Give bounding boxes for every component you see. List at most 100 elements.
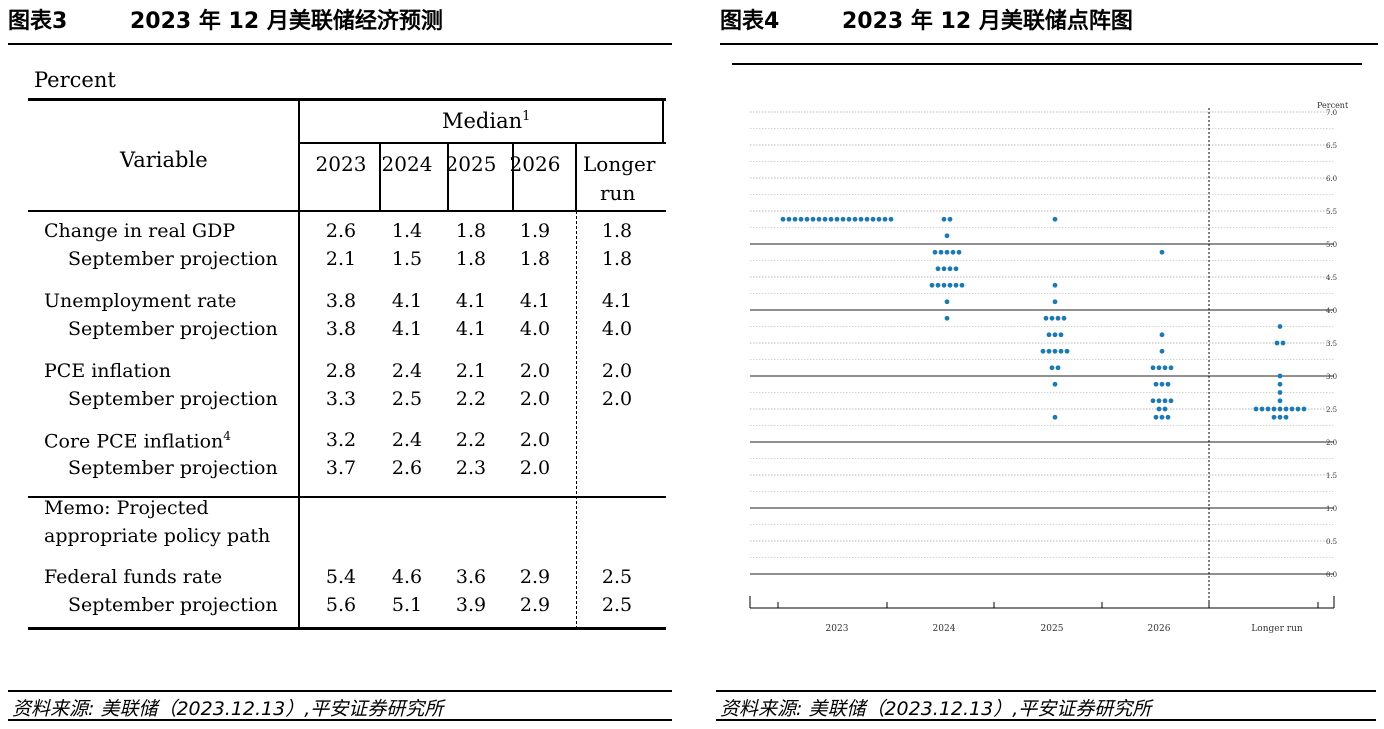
- value-cell: 3.8: [325, 290, 357, 312]
- row-label: Unemployment rate: [44, 290, 236, 312]
- value-cell: 3.7: [325, 457, 357, 479]
- participant-dot: [810, 216, 816, 222]
- value-cell: 1.8: [601, 248, 633, 270]
- participant-dot: [1289, 406, 1295, 412]
- participant-dot: [1271, 406, 1277, 412]
- value-cell: 5.1: [391, 594, 423, 616]
- value-cell: 1.9: [519, 220, 551, 242]
- participant-dot: [950, 249, 956, 255]
- participant-dot: [1265, 406, 1271, 412]
- participant-dot: [935, 282, 941, 288]
- figure-title-text: 2023 年 12 月美联储点阵图: [842, 9, 1133, 34]
- participant-dot: [953, 282, 959, 288]
- row-label: September projection: [68, 318, 278, 340]
- value-cell: 2.4: [391, 429, 423, 451]
- y-tick-label: 6.0: [1326, 175, 1337, 183]
- participant-dot: [1064, 348, 1070, 354]
- participant-dot: [1253, 406, 1259, 412]
- row-label-text: Change in real GDP: [44, 220, 236, 242]
- participant-dot: [941, 266, 947, 272]
- participant-dot: [840, 216, 846, 222]
- unit-label: Percent: [34, 68, 116, 92]
- value-cell: 3.9: [455, 594, 487, 616]
- participant-dot: [1277, 390, 1283, 395]
- row-label: Change in real GDP: [44, 220, 235, 242]
- y-tick-label: 2.0: [1326, 439, 1337, 447]
- source-top-rule: [8, 690, 672, 692]
- title-rule: [8, 43, 672, 45]
- dot-plot-panel: 图表4 2023 年 12 月美联储点阵图 0.0 0.5 1.0 1.5 2.0 2.5…: [712, 0, 1384, 729]
- participant-dot: [1159, 332, 1165, 338]
- participant-dot: [816, 216, 822, 222]
- median-underline: [299, 142, 666, 144]
- participant-dot: [846, 216, 852, 222]
- participant-dot: [864, 216, 870, 222]
- value-cell: 1.8: [455, 220, 487, 242]
- participant-dot: [941, 282, 947, 288]
- participant-dot: [932, 249, 938, 255]
- participant-dot: [1168, 365, 1174, 371]
- value-cell: 3.3: [325, 388, 357, 410]
- participant-dot: [798, 216, 804, 222]
- dot-plot-chart: 0.0 0.5 1.0 1.5 2.0 2.5 3.0 3.5 4.0 4.5 5.0 5.5 6.0 6…: [749, 101, 1349, 634]
- chart-top-rule: [732, 63, 1362, 65]
- participant-dot: [1277, 373, 1283, 379]
- header-year-2024: 2024: [381, 152, 433, 176]
- x-tick-label: Longer run: [1251, 624, 1303, 634]
- header-year-2025: 2025: [445, 152, 497, 176]
- participant-dot: [786, 216, 792, 222]
- value-cell: 2.1: [325, 248, 357, 270]
- value-cell: 4.6: [391, 566, 423, 588]
- participant-dot: [1153, 414, 1159, 420]
- value-cell: 4.1: [601, 290, 633, 312]
- header-median: Median1: [442, 109, 530, 133]
- participant-dot: [1283, 406, 1289, 412]
- participant-dot: [1052, 216, 1058, 222]
- value-cell: 1.5: [391, 248, 423, 270]
- year-divider-2: [447, 143, 449, 211]
- participant-dot: [1168, 398, 1174, 404]
- value-cell: 2.4: [391, 360, 423, 382]
- participant-dot: [1156, 398, 1162, 404]
- right-border: [662, 98, 664, 144]
- row-label-text: September projection: [68, 388, 278, 410]
- memo-separator: [28, 496, 666, 498]
- participant-dot: [947, 216, 953, 222]
- row-label-text: September projection: [68, 594, 278, 616]
- value-cell: 2.9: [519, 566, 551, 588]
- header-longer-run-line1: Longer: [583, 152, 656, 176]
- header-longer-run-line2: run: [600, 181, 636, 205]
- figure-number: 图表4: [720, 9, 780, 34]
- participant-dot: [1150, 398, 1156, 404]
- value-cell: 1.8: [455, 248, 487, 270]
- participant-dot: [947, 266, 953, 272]
- participant-dot: [1049, 315, 1055, 321]
- row-label-sup: 4: [223, 429, 231, 443]
- y-tick-label: 3.0: [1326, 373, 1337, 381]
- participant-dot: [1052, 381, 1058, 387]
- participant-dot: [959, 282, 965, 288]
- participant-dot: [944, 249, 950, 255]
- participant-dot: [1159, 414, 1165, 420]
- value-cell: 2.0: [519, 429, 551, 451]
- variable-column-divider: [298, 98, 300, 630]
- projection-table: Variable Median1 2023 2024 2025 2026 Longer…: [28, 98, 666, 630]
- value-cell: 2.0: [519, 360, 551, 382]
- participant-dot: [1277, 381, 1283, 387]
- value-cell: 4.1: [391, 318, 423, 340]
- participant-dot: [956, 249, 962, 255]
- x-tick-label: 2023: [826, 624, 849, 634]
- participant-dot: [1058, 332, 1064, 338]
- source-bottom-rule: [8, 719, 672, 721]
- value-cell: 4.1: [519, 290, 551, 312]
- participant-dot: [1165, 414, 1171, 420]
- y-tick-label: 1.5: [1326, 472, 1337, 480]
- participant-dot: [1259, 406, 1265, 412]
- participant-dot: [1277, 324, 1283, 329]
- longer-run-dashed-divider: [576, 211, 577, 629]
- value-cell: 3.8: [325, 318, 357, 340]
- y-tick-label: 5.0: [1326, 241, 1337, 249]
- participant-dot: [1165, 381, 1171, 387]
- participant-dot: [1277, 414, 1283, 420]
- source-note: 资料来源: 美联储（2023.12.13）,平安证券研究所: [12, 698, 444, 720]
